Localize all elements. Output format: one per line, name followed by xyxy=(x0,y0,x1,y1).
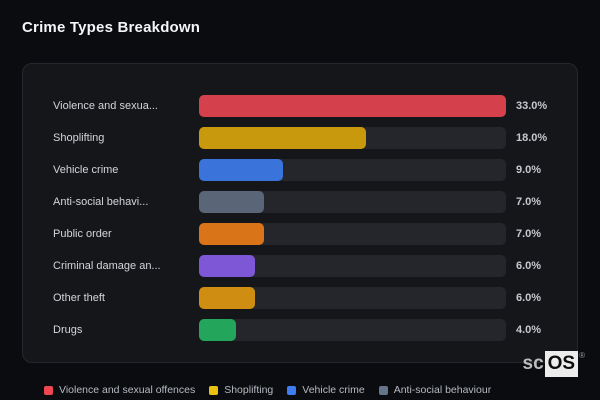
page-title: Crime Types Breakdown xyxy=(22,19,201,36)
bar-category-label: Public order xyxy=(53,228,112,240)
bar xyxy=(199,159,283,181)
legend-item[interactable]: Anti-social behaviour xyxy=(378,384,492,396)
bar-track xyxy=(199,287,506,309)
watermark-prefix: sc xyxy=(522,353,544,374)
bar-row: Criminal damage an... 6.0% xyxy=(23,250,577,282)
bar-value-label: 7.0% xyxy=(516,228,542,240)
chart-legend: Violence and sexual offences Shoplifting… xyxy=(44,384,491,396)
bar xyxy=(199,95,506,117)
legend-label: Violence and sexual offences xyxy=(59,384,196,396)
bar-row: Shoplifting 18.0% xyxy=(23,122,577,154)
bar-row: Vehicle crime 9.0% xyxy=(23,154,577,186)
legend-label: Anti-social behaviour xyxy=(393,384,492,396)
bar xyxy=(199,319,237,341)
bar-track xyxy=(199,255,506,277)
legend-swatch-icon xyxy=(287,385,297,395)
legend-label: Vehicle crime xyxy=(302,384,365,396)
bar xyxy=(199,287,255,309)
bar-category-label: Criminal damage an... xyxy=(53,260,161,272)
bar-category-label: Shoplifting xyxy=(53,132,105,144)
bar-value-label: 4.0% xyxy=(516,324,542,336)
legend-swatch-icon xyxy=(378,385,388,395)
bar-value-label: 6.0% xyxy=(516,292,542,304)
bar-row: Public order 7.0% xyxy=(23,218,577,250)
bar-category-label: Drugs xyxy=(53,324,83,336)
bar-value-label: 6.0% xyxy=(516,260,542,272)
bar-value-label: 33.0% xyxy=(516,100,548,112)
bar-row: Anti-social behavi... 7.0% xyxy=(23,186,577,218)
bar-track xyxy=(199,319,506,341)
bar-value-label: 9.0% xyxy=(516,164,542,176)
bar-category-label: Violence and sexua... xyxy=(53,100,158,112)
legend-item[interactable]: Vehicle crime xyxy=(287,384,365,396)
legend-swatch-icon xyxy=(44,385,53,395)
bar-category-label: Anti-social behavi... xyxy=(53,196,149,208)
bar-value-label: 18.0% xyxy=(516,132,548,144)
legend-label: Shoplifting xyxy=(224,384,274,396)
bar-category-label: Vehicle crime xyxy=(53,164,119,176)
bar-track xyxy=(199,191,506,213)
legend-item[interactable]: Violence and sexual offences xyxy=(44,384,195,396)
bar-track xyxy=(199,95,506,117)
bar-value-label: 7.0% xyxy=(516,196,542,208)
bar-rows: Violence and sexua... 33.0% Shoplifting … xyxy=(23,90,577,346)
registered-trademark-icon: ® xyxy=(579,351,585,360)
bar xyxy=(199,223,265,245)
bar xyxy=(199,191,265,213)
scos-watermark: sc OS ® xyxy=(522,351,585,377)
bar-track xyxy=(199,223,506,245)
legend-item[interactable]: Shoplifting xyxy=(209,384,273,396)
bar-category-label: Other theft xyxy=(53,292,105,304)
bar xyxy=(199,127,367,149)
chart-card: Violence and sexua... 33.0% Shoplifting … xyxy=(22,63,578,363)
bar-row: Violence and sexua... 33.0% xyxy=(23,90,577,122)
bar-row: Drugs 4.0% xyxy=(23,314,577,346)
legend-swatch-icon xyxy=(209,385,219,395)
bar-track xyxy=(199,159,506,181)
bar-track xyxy=(199,127,506,149)
watermark-logo-box: OS xyxy=(544,351,579,377)
bar-row: Other theft 6.0% xyxy=(23,282,577,314)
bar xyxy=(199,255,255,277)
